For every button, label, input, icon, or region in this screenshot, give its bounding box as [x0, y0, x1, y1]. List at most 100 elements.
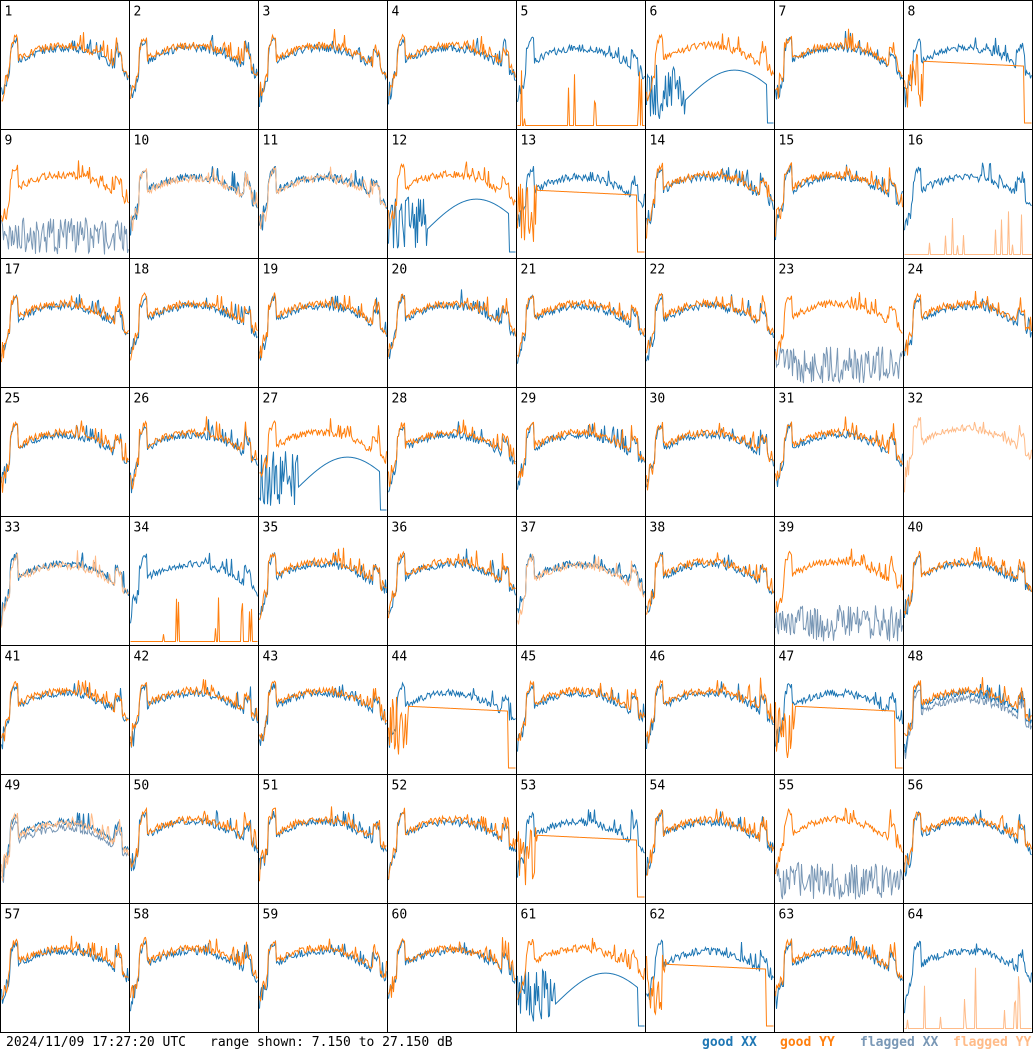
panel-label: 33 — [5, 521, 21, 536]
panel-33: 33 — [0, 516, 130, 646]
panel-49: 49 — [0, 774, 130, 904]
panel-label: 62 — [650, 908, 666, 923]
panel-26: 26 — [129, 387, 259, 517]
panel-8: 8 — [903, 0, 1033, 130]
panel-42: 42 — [129, 645, 259, 775]
panel-25: 25 — [0, 387, 130, 517]
panel-frame — [0, 645, 130, 775]
panel-frame — [129, 0, 259, 130]
panel-1: 1 — [0, 0, 130, 130]
panel-label: 39 — [779, 521, 795, 536]
panel-54: 54 — [645, 774, 775, 904]
panel-frame — [645, 0, 775, 130]
panel-28: 28 — [387, 387, 517, 517]
panel-label: 57 — [5, 908, 21, 923]
panel-13: 13 — [516, 129, 646, 259]
panel-frame — [258, 903, 388, 1033]
panel-label: 55 — [779, 779, 795, 794]
panel-frame — [387, 903, 517, 1033]
panel-frame — [258, 774, 388, 904]
panel-label: 7 — [779, 5, 787, 20]
panel-label: 41 — [5, 650, 21, 665]
panel-frame — [129, 903, 259, 1033]
panel-label: 45 — [521, 650, 537, 665]
panel-frame — [645, 516, 775, 646]
panel-label: 5 — [521, 5, 529, 20]
panel-frame — [903, 258, 1033, 388]
panel-46: 46 — [645, 645, 775, 775]
panel-23: 23 — [774, 258, 904, 388]
panel-frame — [0, 258, 130, 388]
panel-label: 54 — [650, 779, 666, 794]
panel-frame — [0, 903, 130, 1033]
panel-22: 22 — [645, 258, 775, 388]
panel-18: 18 — [129, 258, 259, 388]
panel-label: 1 — [5, 5, 13, 20]
panel-47: 47 — [774, 645, 904, 775]
panel-17: 17 — [0, 258, 130, 388]
panel-label: 14 — [650, 134, 666, 149]
panel-label: 48 — [908, 650, 924, 665]
panel-frame — [258, 129, 388, 259]
panel-57: 57 — [0, 903, 130, 1033]
panel-label: 6 — [650, 5, 658, 20]
legend-good-yy: good YY — [780, 1035, 835, 1050]
panel-frame — [774, 0, 904, 130]
panel-frame — [645, 774, 775, 904]
panel-frame — [258, 516, 388, 646]
panel-frame — [0, 129, 130, 259]
panel-5: 5 — [516, 0, 646, 130]
panel-frame — [129, 774, 259, 904]
panel-label: 29 — [521, 392, 537, 407]
panel-29: 29 — [516, 387, 646, 517]
panel-frame — [258, 258, 388, 388]
panel-3: 3 — [258, 0, 388, 130]
panel-label: 26 — [134, 392, 150, 407]
panel-label: 52 — [392, 779, 408, 794]
panel-label: 46 — [650, 650, 666, 665]
panel-64: 64 — [903, 903, 1033, 1033]
panel-label: 42 — [134, 650, 150, 665]
panel-41: 41 — [0, 645, 130, 775]
panel-38: 38 — [645, 516, 775, 646]
panel-label: 47 — [779, 650, 795, 665]
panel-label: 17 — [5, 263, 21, 278]
panel-frame — [516, 903, 646, 1033]
panel-39: 39 — [774, 516, 904, 646]
panel-frame — [387, 258, 517, 388]
panel-label: 4 — [392, 5, 400, 20]
panel-label: 12 — [392, 134, 408, 149]
panel-label: 32 — [908, 392, 924, 407]
panel-label: 50 — [134, 779, 150, 794]
panel-30: 30 — [645, 387, 775, 517]
panel-label: 44 — [392, 650, 408, 665]
panel-12: 12 — [387, 129, 517, 259]
panel-label: 16 — [908, 134, 924, 149]
panel-48: 48 — [903, 645, 1033, 775]
panel-label: 18 — [134, 263, 150, 278]
panel-56: 56 — [903, 774, 1033, 904]
panel-frame — [903, 129, 1033, 259]
panel-19: 19 — [258, 258, 388, 388]
panel-14: 14 — [645, 129, 775, 259]
panel-63: 63 — [774, 903, 904, 1033]
panel-label: 9 — [5, 134, 13, 149]
panel-label: 25 — [5, 392, 21, 407]
panel-label: 3 — [263, 5, 271, 20]
panel-frame — [774, 387, 904, 517]
panel-label: 35 — [263, 521, 279, 536]
panel-9: 9 — [0, 129, 130, 259]
panel-43: 43 — [258, 645, 388, 775]
panel-frame — [516, 516, 646, 646]
panel-52: 52 — [387, 774, 517, 904]
panel-4: 4 — [387, 0, 517, 130]
panel-frame — [903, 516, 1033, 646]
panel-label: 56 — [908, 779, 924, 794]
panel-label: 27 — [263, 392, 279, 407]
panel-label: 64 — [908, 908, 924, 923]
panel-label: 40 — [908, 521, 924, 536]
panel-label: 60 — [392, 908, 408, 923]
panel-58: 58 — [129, 903, 259, 1033]
panel-frame — [387, 774, 517, 904]
